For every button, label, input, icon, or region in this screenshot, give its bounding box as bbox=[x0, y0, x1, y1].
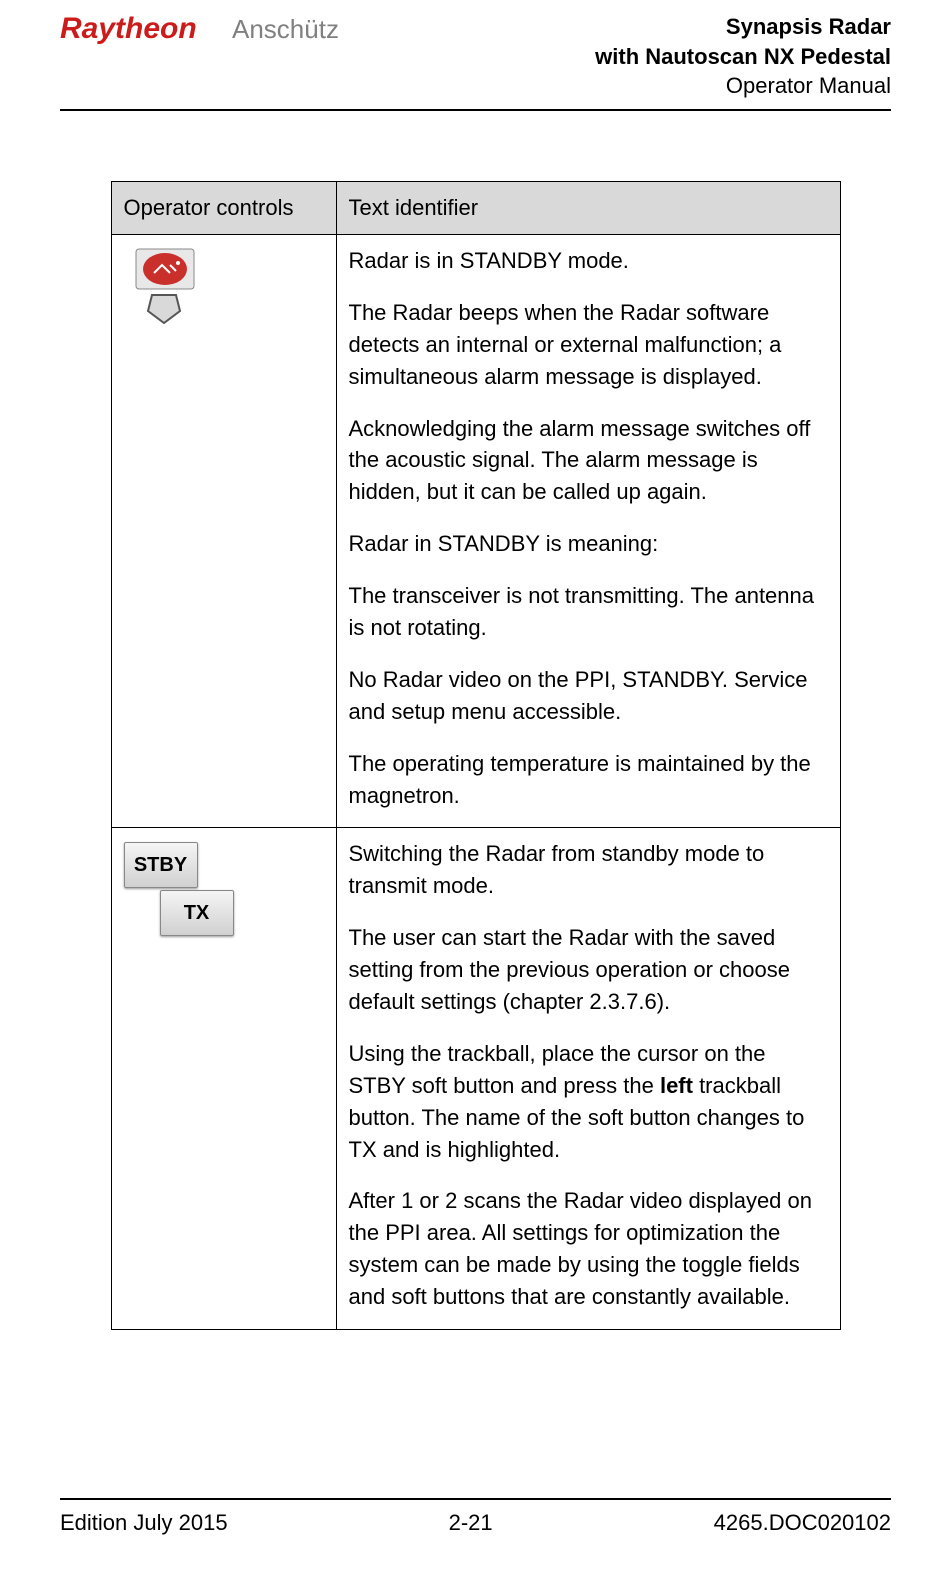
description-cell-standby: Radar is in STANDBY mode. The Radar beep… bbox=[336, 234, 840, 827]
footer-rule bbox=[60, 1498, 891, 1500]
alarm-indicator-icon bbox=[124, 245, 214, 325]
para: After 1 or 2 scans the Radar video displ… bbox=[349, 1185, 828, 1313]
para: The operating temperature is maintained … bbox=[349, 748, 828, 812]
table-header-row: Operator controls Text identifier bbox=[111, 182, 840, 235]
para: Using the trackball, place the cursor on… bbox=[349, 1038, 828, 1166]
doc-title-block: Synapsis Radar with Nautoscan NX Pedesta… bbox=[595, 12, 891, 101]
para: Radar is in STANDBY mode. bbox=[349, 245, 828, 277]
footer-doc-id: 4265.DOC020102 bbox=[714, 1510, 891, 1536]
table-row: STBY TX Switching the Radar from standby… bbox=[111, 828, 840, 1330]
col-header-text: Text identifier bbox=[336, 182, 840, 235]
footer-page-number: 2-21 bbox=[449, 1510, 493, 1536]
para: Switching the Radar from standby mode to… bbox=[349, 838, 828, 902]
text-bold: left bbox=[660, 1073, 693, 1098]
para: The Radar beeps when the Radar software … bbox=[349, 297, 828, 393]
main-content: Operator controls Text identifier bbox=[60, 181, 891, 1330]
para: The transceiver is not transmitting. The… bbox=[349, 580, 828, 644]
logo-brand-text: Raytheon bbox=[60, 12, 197, 45]
control-cell-alarm bbox=[111, 234, 336, 827]
cursor-icon bbox=[148, 295, 180, 323]
page-header: Raytheon Anschütz Synapsis Radar with Na… bbox=[60, 0, 891, 101]
para: Acknowledging the alarm message switches… bbox=[349, 413, 828, 509]
stby-soft-button: STBY bbox=[124, 842, 198, 888]
page-footer: Edition July 2015 2-21 4265.DOC020102 bbox=[60, 1490, 891, 1536]
raytheon-anschutz-logo: Raytheon Anschütz bbox=[60, 12, 360, 54]
control-cell-stby-tx: STBY TX bbox=[111, 828, 336, 1330]
col-header-controls: Operator controls bbox=[111, 182, 336, 235]
stby-tx-icon: STBY TX bbox=[124, 842, 244, 952]
header-rule bbox=[60, 109, 891, 111]
para: The user can start the Radar with the sa… bbox=[349, 922, 828, 1018]
doc-title-line1: Synapsis Radar bbox=[595, 12, 891, 42]
para: No Radar video on the PPI, STANDBY. Serv… bbox=[349, 664, 828, 728]
operator-controls-table: Operator controls Text identifier bbox=[111, 181, 841, 1330]
tx-soft-button: TX bbox=[160, 890, 234, 936]
doc-title-line2: with Nautoscan NX Pedestal bbox=[595, 42, 891, 72]
para: Radar in STANDBY is meaning: bbox=[349, 528, 828, 560]
table-row: Radar is in STANDBY mode. The Radar beep… bbox=[111, 234, 840, 827]
description-cell-transmit: Switching the Radar from standby mode to… bbox=[336, 828, 840, 1330]
footer-edition: Edition July 2015 bbox=[60, 1510, 228, 1536]
logo: Raytheon Anschütz bbox=[60, 12, 360, 54]
logo-sub-text: Anschütz bbox=[232, 14, 339, 44]
doc-title-line3: Operator Manual bbox=[595, 71, 891, 101]
